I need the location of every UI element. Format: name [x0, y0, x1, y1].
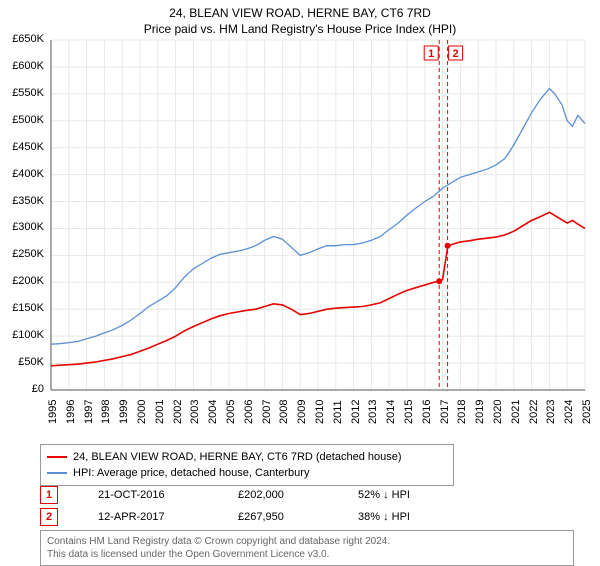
license-box: Contains HM Land Registry data © Crown c…: [40, 530, 574, 566]
x-tick-label: 2009: [296, 400, 308, 424]
legend-row-hpi: HPI: Average price, detached house, Cant…: [47, 465, 447, 481]
y-tick-label: £50K: [4, 356, 44, 368]
transaction-price: £202,000: [238, 489, 318, 501]
legend-swatch-property: [47, 456, 67, 458]
y-tick-label: £650K: [4, 33, 44, 45]
x-tick-label: 2001: [154, 400, 166, 424]
x-tick-label: 2022: [528, 400, 540, 424]
x-tick-label: 2013: [367, 400, 379, 424]
svg-text:2: 2: [453, 48, 459, 60]
x-tick-label: 2003: [189, 400, 201, 424]
transaction-diff: 38% ↓ HPI: [358, 511, 410, 523]
license-line1: Contains HM Land Registry data © Crown c…: [47, 535, 567, 548]
license-line2: This data is licensed under the Open Gov…: [47, 548, 567, 561]
y-tick-label: £350K: [4, 195, 44, 207]
y-tick-label: £600K: [4, 60, 44, 72]
legend-label-hpi: HPI: Average price, detached house, Cant…: [73, 467, 309, 479]
x-tick-label: 2017: [439, 400, 451, 424]
x-tick-label: 2014: [385, 400, 397, 424]
x-tick-label: 2018: [456, 400, 468, 424]
x-tick-label: 2025: [581, 400, 593, 424]
y-tick-label: £250K: [4, 248, 44, 260]
y-tick-label: £450K: [4, 141, 44, 153]
x-tick-label: 1997: [83, 400, 95, 424]
transaction-row: 2 12-APR-2017 £267,950 38% ↓ HPI: [40, 508, 410, 526]
transaction-date: 21-OCT-2016: [98, 489, 198, 501]
legend-box: 24, BLEAN VIEW ROAD, HERNE BAY, CT6 7RD …: [40, 444, 454, 486]
x-tick-label: 1998: [100, 400, 112, 424]
svg-text:1: 1: [428, 48, 434, 60]
transaction-date: 12-APR-2017: [98, 511, 198, 523]
transaction-marker-icon: 2: [40, 508, 58, 526]
x-tick-label: 2024: [563, 400, 575, 424]
x-tick-label: 2012: [350, 400, 362, 424]
x-tick-label: 2021: [510, 400, 522, 424]
y-tick-label: £300K: [4, 221, 44, 233]
x-tick-label: 2020: [492, 400, 504, 424]
legend-swatch-hpi: [47, 472, 67, 474]
y-tick-label: £550K: [4, 87, 44, 99]
x-tick-label: 2002: [172, 400, 184, 424]
y-tick-label: £500K: [4, 114, 44, 126]
y-tick-label: £400K: [4, 168, 44, 180]
price-chart: 12: [0, 0, 600, 400]
y-tick-label: £0: [4, 383, 44, 395]
x-tick-label: 2008: [278, 400, 290, 424]
x-tick-label: 2000: [136, 400, 148, 424]
x-tick-label: 1996: [65, 400, 77, 424]
x-tick-label: 2016: [421, 400, 433, 424]
x-tick-label: 2004: [207, 400, 219, 424]
x-tick-label: 2010: [314, 400, 326, 424]
legend-row-property: 24, BLEAN VIEW ROAD, HERNE BAY, CT6 7RD …: [47, 449, 447, 465]
transaction-diff: 52% ↓ HPI: [358, 489, 410, 501]
transaction-marker-icon: 1: [40, 486, 58, 504]
x-tick-label: 2006: [243, 400, 255, 424]
x-tick-label: 2007: [261, 400, 273, 424]
x-tick-label: 2015: [403, 400, 415, 424]
x-tick-label: 2023: [545, 400, 557, 424]
y-tick-label: £100K: [4, 329, 44, 341]
x-tick-label: 1995: [47, 400, 59, 424]
x-tick-label: 2005: [225, 400, 237, 424]
transaction-price: £267,950: [238, 511, 318, 523]
legend-label-property: 24, BLEAN VIEW ROAD, HERNE BAY, CT6 7RD …: [73, 451, 402, 463]
x-tick-label: 1999: [118, 400, 130, 424]
y-tick-label: £200K: [4, 275, 44, 287]
y-tick-label: £150K: [4, 302, 44, 314]
transaction-row: 1 21-OCT-2016 £202,000 52% ↓ HPI: [40, 486, 410, 504]
x-tick-label: 2019: [474, 400, 486, 424]
x-tick-label: 2011: [332, 400, 344, 424]
